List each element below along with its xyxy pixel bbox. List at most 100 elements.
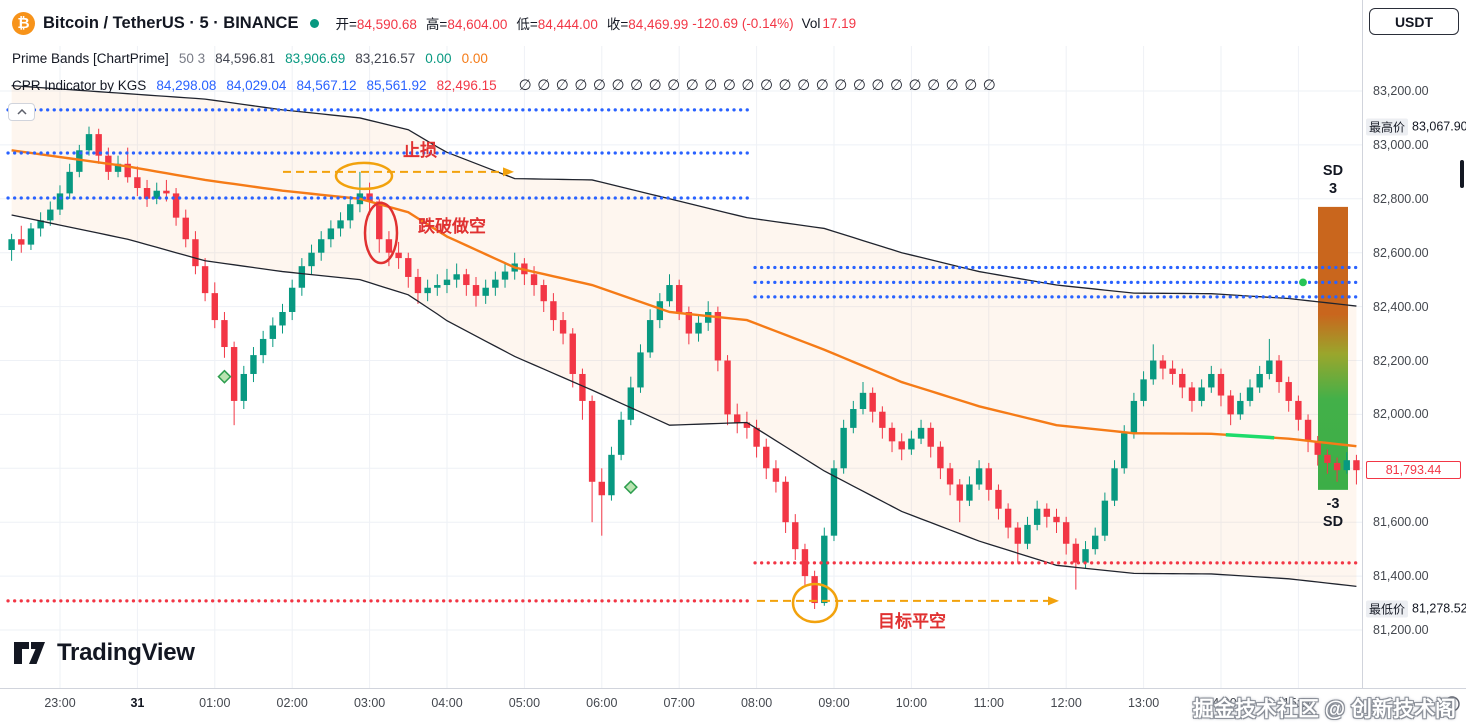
tradingview-logo[interactable]: TradingView — [14, 639, 195, 667]
cpr-values: 84,298.08 84,029.04 84,567.12 85,561.92 82,4… — [156, 78, 506, 93]
time-label: 02:00 — [276, 696, 308, 710]
time-label: 03:00 — [353, 696, 386, 710]
ohlc-pair: 开=84,590.68 — [335, 17, 417, 32]
time-label: 23:00 — [44, 696, 76, 710]
price-scale-scrollbar[interactable] — [1460, 160, 1464, 188]
upper-band-line — [11, 84, 1357, 307]
price-label: 83,000.00 — [1373, 137, 1429, 152]
price-axis[interactable]: USDT 83,200.00 83,000.00 82,800.00 82,600.0… — [1362, 0, 1466, 688]
bitcoin-logo-icon: ₿ — [12, 11, 35, 35]
time-label: 01:00 — [199, 696, 231, 710]
price-label: 82,200.00 — [1373, 353, 1429, 368]
time-axis[interactable]: 23:00 31 01:00 02:00 03:00 04:00 05:00 06:00 07:… — [0, 688, 1466, 721]
tradingview-logo-icon — [14, 641, 45, 664]
price-label: 82,600.00 — [1373, 245, 1429, 260]
moving-average-line — [11, 149, 1357, 448]
indicator-value: 85,561.92 — [366, 77, 427, 93]
indicator-value: 83,216.57 — [355, 51, 416, 66]
candles-group — [8, 126, 1360, 609]
prime-bands-params: 50 3 — [178, 51, 206, 66]
currency-toggle-button[interactable]: USDT — [1369, 8, 1459, 35]
prime-bands-name: Prime Bands [ChartPrime] — [12, 51, 169, 66]
time-label: 11:00 — [973, 696, 1004, 710]
time-label: 12:00 — [1050, 696, 1082, 710]
volume-label: Vol — [801, 15, 821, 31]
price-label: 83,200.00 — [1373, 84, 1429, 98]
annotation-ellipse — [363, 201, 399, 265]
ohlc-values: 开=84,590.68 高=84,604.00 低=84,444.00 收=84,46… — [335, 13, 688, 33]
cpr-no-signal-symbols: ∅∅∅∅∅∅∅∅∅∅∅∅∅∅∅∅∅∅∅∅∅∅∅∅∅∅ — [518, 77, 1002, 94]
legend-collapse-button[interactable] — [8, 103, 35, 121]
indicator-value: 84,029.04 — [226, 77, 287, 93]
time-label: 04:00 — [431, 696, 463, 710]
ma-highlight-segment — [1225, 432, 1275, 440]
prime-bands-values: 84,596.81 83,906.69 83,216.57 0.00 0.00 — [215, 51, 498, 66]
price-label: 82,800.00 — [1373, 191, 1429, 206]
highest-price-tag: 最高价 — [1366, 118, 1409, 136]
grid — [0, 0, 1362, 688]
time-label: 08:00 — [740, 696, 773, 710]
price-change: -120.69 (-0.14%) — [692, 15, 794, 31]
sd-bar-top-label: 3 — [1329, 181, 1337, 197]
highest-price-chip: 最高价 83,067.90 — [1366, 118, 1466, 136]
last-price-chip: 81,793.44 — [1366, 461, 1461, 480]
lowest-price-tag: 最低价 — [1366, 600, 1409, 618]
cpr-name: CPR Indicator by KGS — [12, 77, 147, 93]
price-label: 82,000.00 — [1373, 407, 1429, 422]
volume-value: 17.19 — [822, 15, 857, 31]
arrow-head — [1048, 596, 1059, 606]
price-label: 82,400.00 — [1373, 299, 1429, 314]
ohlc-pair: 收=84,469.99 — [606, 17, 689, 32]
lowest-price-value: 81,278.52 — [1412, 601, 1466, 616]
time-label: 15:00 — [1282, 696, 1315, 710]
cpr-legend[interactable]: CPR Indicator by KGS 84,298.08 84,029.04 8… — [12, 76, 1001, 94]
signal-diamond-marker — [623, 480, 638, 495]
indicator-value: 84,596.81 — [215, 51, 276, 66]
community-watermark: 掘金技术社区 @ 创新技术阁 — [1192, 698, 1456, 721]
indicator-value: 82,496.15 — [436, 77, 497, 93]
indicator-value: 84,298.08 — [156, 77, 217, 93]
signal-diamond-marker — [217, 369, 232, 384]
chart-header: ₿ Bitcoin / TetherUS · 5 · BINANCE 开=84,… — [0, 0, 1362, 46]
arrow-head — [503, 167, 514, 177]
chevron-up-icon — [16, 109, 27, 115]
annotation-ellipse — [791, 582, 839, 624]
time-label: 06:00 — [586, 696, 618, 710]
price-label: 81,200.00 — [1373, 623, 1429, 637]
sd-bar-bottom-label: SD — [1323, 514, 1343, 530]
price-label: 81,600.00 — [1373, 515, 1429, 530]
time-label: 31 — [130, 696, 145, 710]
time-label: 09:00 — [818, 696, 850, 710]
indicator-value: 84,567.12 — [296, 77, 357, 93]
band-fill — [11, 85, 1357, 587]
signal-dot-marker — [1297, 277, 1309, 288]
indicator-value: 0.00 — [425, 51, 452, 66]
indicator-value: 83,906.69 — [285, 51, 346, 66]
lower-band-line — [11, 214, 1357, 587]
tradingview-logo-text: TradingView — [57, 639, 195, 666]
symbol-title[interactable]: Bitcoin / TetherUS · 5 · BINANCE — [43, 13, 299, 32]
timezone-clock-icon[interactable] — [1443, 695, 1461, 713]
annotation-text: 跌破做空 — [418, 216, 486, 236]
price-label: 81,400.00 — [1373, 569, 1429, 584]
time-label: 13:00 — [1127, 696, 1160, 710]
ohlc-pair: 高=84,604.00 — [425, 17, 508, 32]
time-label: 14:00 — [1205, 696, 1237, 710]
indicator-value: 0.00 — [461, 51, 488, 66]
ohlc-pair: 低=84,444.00 — [516, 17, 598, 32]
time-label: 05:00 — [508, 696, 541, 710]
time-label: 07:00 — [663, 696, 695, 710]
annotation-ellipse — [334, 161, 394, 191]
lowest-price-chip: 最低价 81,278.52 — [1366, 600, 1466, 618]
sd-bar-top-label: SD — [1323, 163, 1343, 179]
sd-distribution-bar — [1318, 206, 1348, 490]
annotation-text: 止损 — [403, 140, 437, 160]
annotation-text: 目标平空 — [878, 611, 946, 631]
prime-bands-legend[interactable]: Prime Bands [ChartPrime] 50 3 84,596.81 8… — [12, 51, 498, 66]
market-status-dot-icon — [310, 18, 320, 28]
sd-bar-bottom-label: -3 — [1327, 496, 1340, 512]
highest-price-value: 83,067.90 — [1412, 119, 1466, 134]
time-label: 10:00 — [895, 696, 928, 710]
